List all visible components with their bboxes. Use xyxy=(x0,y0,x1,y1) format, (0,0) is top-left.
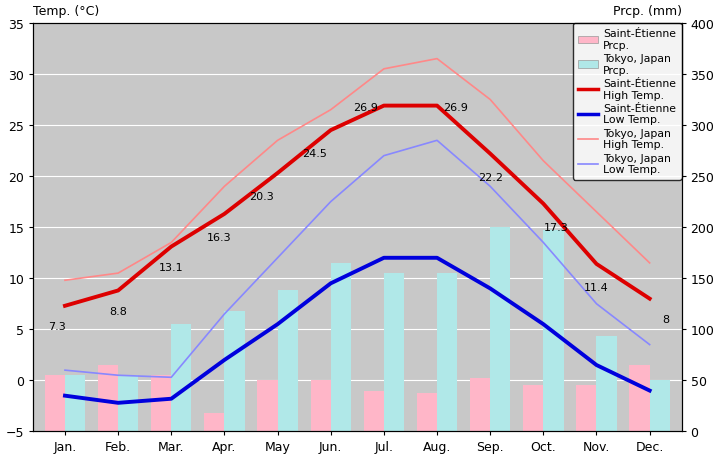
Bar xyxy=(225,311,245,431)
Bar xyxy=(204,413,225,431)
Bar xyxy=(649,381,670,431)
Bar xyxy=(65,375,85,431)
Text: 8.8: 8.8 xyxy=(109,306,127,316)
Bar xyxy=(576,386,596,431)
Text: Prcp. (mm): Prcp. (mm) xyxy=(613,5,682,18)
Text: 26.9: 26.9 xyxy=(353,102,378,112)
Bar xyxy=(45,375,65,431)
Text: 8: 8 xyxy=(662,314,669,324)
Bar xyxy=(437,274,457,431)
Text: Temp. (°C): Temp. (°C) xyxy=(33,5,99,18)
Bar xyxy=(629,365,649,431)
Bar xyxy=(330,263,351,431)
Bar xyxy=(98,365,118,431)
Text: 13.1: 13.1 xyxy=(159,262,184,272)
Bar xyxy=(490,228,510,431)
Text: 26.9: 26.9 xyxy=(444,102,468,112)
Text: 24.5: 24.5 xyxy=(302,149,327,159)
Bar xyxy=(596,337,617,431)
Bar xyxy=(523,386,544,431)
Bar xyxy=(417,393,437,431)
Bar xyxy=(171,325,192,431)
Bar xyxy=(384,274,404,431)
Bar xyxy=(470,379,490,431)
Bar xyxy=(257,381,278,431)
Bar xyxy=(151,375,171,431)
Text: 22.2: 22.2 xyxy=(477,173,503,183)
Bar xyxy=(278,291,298,431)
Text: 11.4: 11.4 xyxy=(584,283,609,293)
Text: 7.3: 7.3 xyxy=(48,321,66,331)
Bar xyxy=(364,391,384,431)
Text: 20.3: 20.3 xyxy=(249,192,274,202)
Bar xyxy=(118,375,138,431)
Bar xyxy=(310,381,330,431)
Bar xyxy=(544,231,564,431)
Legend: Saint-Étienne
Prcp., Tokyo, Japan
Prcp., Saint-Étienne
High Temp., Saint-Étienne: Saint-Étienne Prcp., Tokyo, Japan Prcp.,… xyxy=(573,24,682,180)
Text: 16.3: 16.3 xyxy=(207,233,231,243)
Text: 17.3: 17.3 xyxy=(544,223,569,233)
